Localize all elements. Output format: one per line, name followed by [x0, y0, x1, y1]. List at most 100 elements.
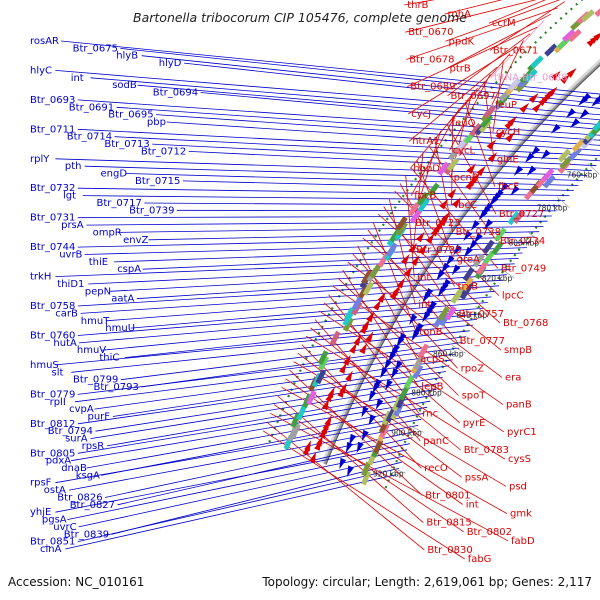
reverse-gene-arrow	[377, 291, 386, 303]
kbp-tick	[501, 268, 515, 279]
cog-category-box	[580, 9, 595, 23]
cog-category-box	[519, 70, 533, 84]
kbp-marker: 760 kbp	[567, 170, 598, 179]
gene-leader-line	[152, 143, 597, 167]
forward-gene-arrow	[394, 360, 403, 372]
reverse-gene-arrow	[560, 74, 571, 85]
reverse-gene-label: lepB	[421, 381, 443, 392]
gene-leader-line	[405, 175, 415, 278]
forward-gene-label: thiC	[99, 353, 119, 364]
gene-leader-line	[77, 128, 600, 157]
forward-gene-label: Btr_0695	[108, 110, 153, 121]
forward-gene-label: Btr_0711	[30, 124, 75, 135]
forward-gene-arrow	[550, 123, 561, 134]
forward-gene-label: lgt	[63, 191, 76, 202]
forward-gene-label: hutA	[53, 338, 77, 349]
reverse-gene-label: pyrC1	[507, 427, 537, 438]
forward-gene-label: sodB	[112, 80, 137, 91]
reverse-gene-arrow	[495, 129, 505, 140]
reverse-gene-label: Btr_0815	[426, 518, 471, 529]
reverse-gene-arrow	[396, 277, 406, 289]
gene-leader-line	[488, 0, 546, 24]
forward-gene-label: Btr_0739	[129, 205, 174, 216]
gene-leader-line	[266, 421, 425, 551]
reverse-gene-arrow	[470, 172, 481, 184]
gene-leader-line	[114, 136, 600, 162]
cog-category-box	[524, 68, 538, 83]
forward-gene-label: uvrB	[59, 250, 82, 261]
gene-leader-line	[388, 198, 416, 305]
reverse-gene-arrow	[505, 131, 515, 143]
cog-category-box	[417, 197, 430, 213]
reverse-gene-arrow	[359, 342, 368, 355]
reverse-gene-label: ccrM	[492, 18, 516, 29]
forward-gene-label: Btr_0760	[30, 331, 75, 342]
reverse-gene-label: feuQ	[452, 118, 476, 129]
reverse-gene-arrow	[401, 253, 410, 265]
cog-category-box	[315, 369, 327, 385]
forward-gene-label: slt	[52, 367, 64, 378]
kbp-marker: 740 kbp	[598, 138, 600, 147]
reverse-gene-label: htrA1	[412, 136, 440, 147]
forward-gene-arrow	[510, 185, 520, 196]
forward-gene-arrow	[391, 367, 399, 380]
gene-leader-line	[106, 290, 496, 322]
gene-leader-line	[464, 102, 496, 187]
forward-gene-arrow	[565, 108, 576, 119]
reverse-gene-label: fbcF	[498, 182, 519, 193]
reverse-gene-label: tonB	[419, 327, 442, 338]
reverse-gene-label: tRNA-Btr_0688	[494, 73, 568, 84]
forward-gene-label: ompR	[93, 227, 122, 238]
reverse-gene-label: gmk	[510, 509, 532, 520]
kbp-tick	[451, 344, 466, 354]
gene-leader-line	[176, 209, 557, 212]
forward-gene-arrow	[385, 379, 393, 391]
forward-gene-arrow	[424, 287, 434, 299]
cog-category-box	[472, 253, 485, 268]
reverse-gene-label: pcnB	[454, 173, 479, 184]
gene-leader-line	[77, 99, 600, 136]
reverse-gene-arrow	[353, 334, 362, 346]
kbp-marker: 800 kbp	[509, 238, 540, 247]
reverse-gene-arrow	[507, 116, 518, 127]
forward-gene-label: hmuS	[30, 360, 59, 371]
gene-leader-line	[262, 430, 465, 560]
reverse-gene-label: glnE	[497, 154, 519, 165]
kbp-marker: 900 kbp	[391, 428, 422, 437]
gene-leader-line	[492, 60, 504, 133]
cog-category-box	[482, 250, 496, 265]
kbp-tick	[587, 163, 600, 175]
gene-leader-line	[490, 20, 545, 78]
forward-gene-label: rplY	[30, 154, 50, 165]
forward-gene-arrow	[442, 278, 451, 290]
reverse-gene-label: panB	[506, 400, 532, 411]
gene-leader-line	[77, 236, 536, 248]
forward-gene-label: dnaB	[61, 463, 87, 474]
gene-leader-line	[428, 145, 498, 242]
accession-text: Accession: NC_010161	[8, 575, 144, 589]
gene-leader-line	[117, 437, 413, 506]
genome-backbone-arc	[323, 62, 600, 465]
kbp-tick	[429, 384, 444, 393]
reverse-gene-label: rnc	[422, 409, 438, 420]
reverse-gene-label: ptrB	[450, 64, 471, 75]
cog-category-box	[453, 286, 466, 301]
gene-leader-line	[86, 220, 548, 226]
reverse-gene-arrow	[532, 102, 542, 113]
kbp-marker: 820 kbp	[482, 274, 513, 283]
reverse-gene-arrow	[403, 266, 413, 278]
forward-gene-arrow	[470, 219, 480, 231]
gene-leader-line	[297, 352, 462, 478]
forward-gene-label: Btr_0712	[141, 146, 186, 157]
cog-category-box	[480, 114, 494, 129]
gene-leader-line	[184, 62, 600, 109]
gene-leader-line	[182, 180, 574, 191]
cog-category-box	[398, 385, 410, 401]
reverse-gene-label: rnhA	[448, 9, 472, 20]
gene-leader-line	[84, 165, 583, 181]
cog-category-box	[446, 157, 460, 172]
reverse-gene-label: Btr_0671	[493, 45, 538, 56]
gene-leader-line	[77, 302, 488, 336]
reverse-gene-label: ppdK	[449, 36, 475, 47]
